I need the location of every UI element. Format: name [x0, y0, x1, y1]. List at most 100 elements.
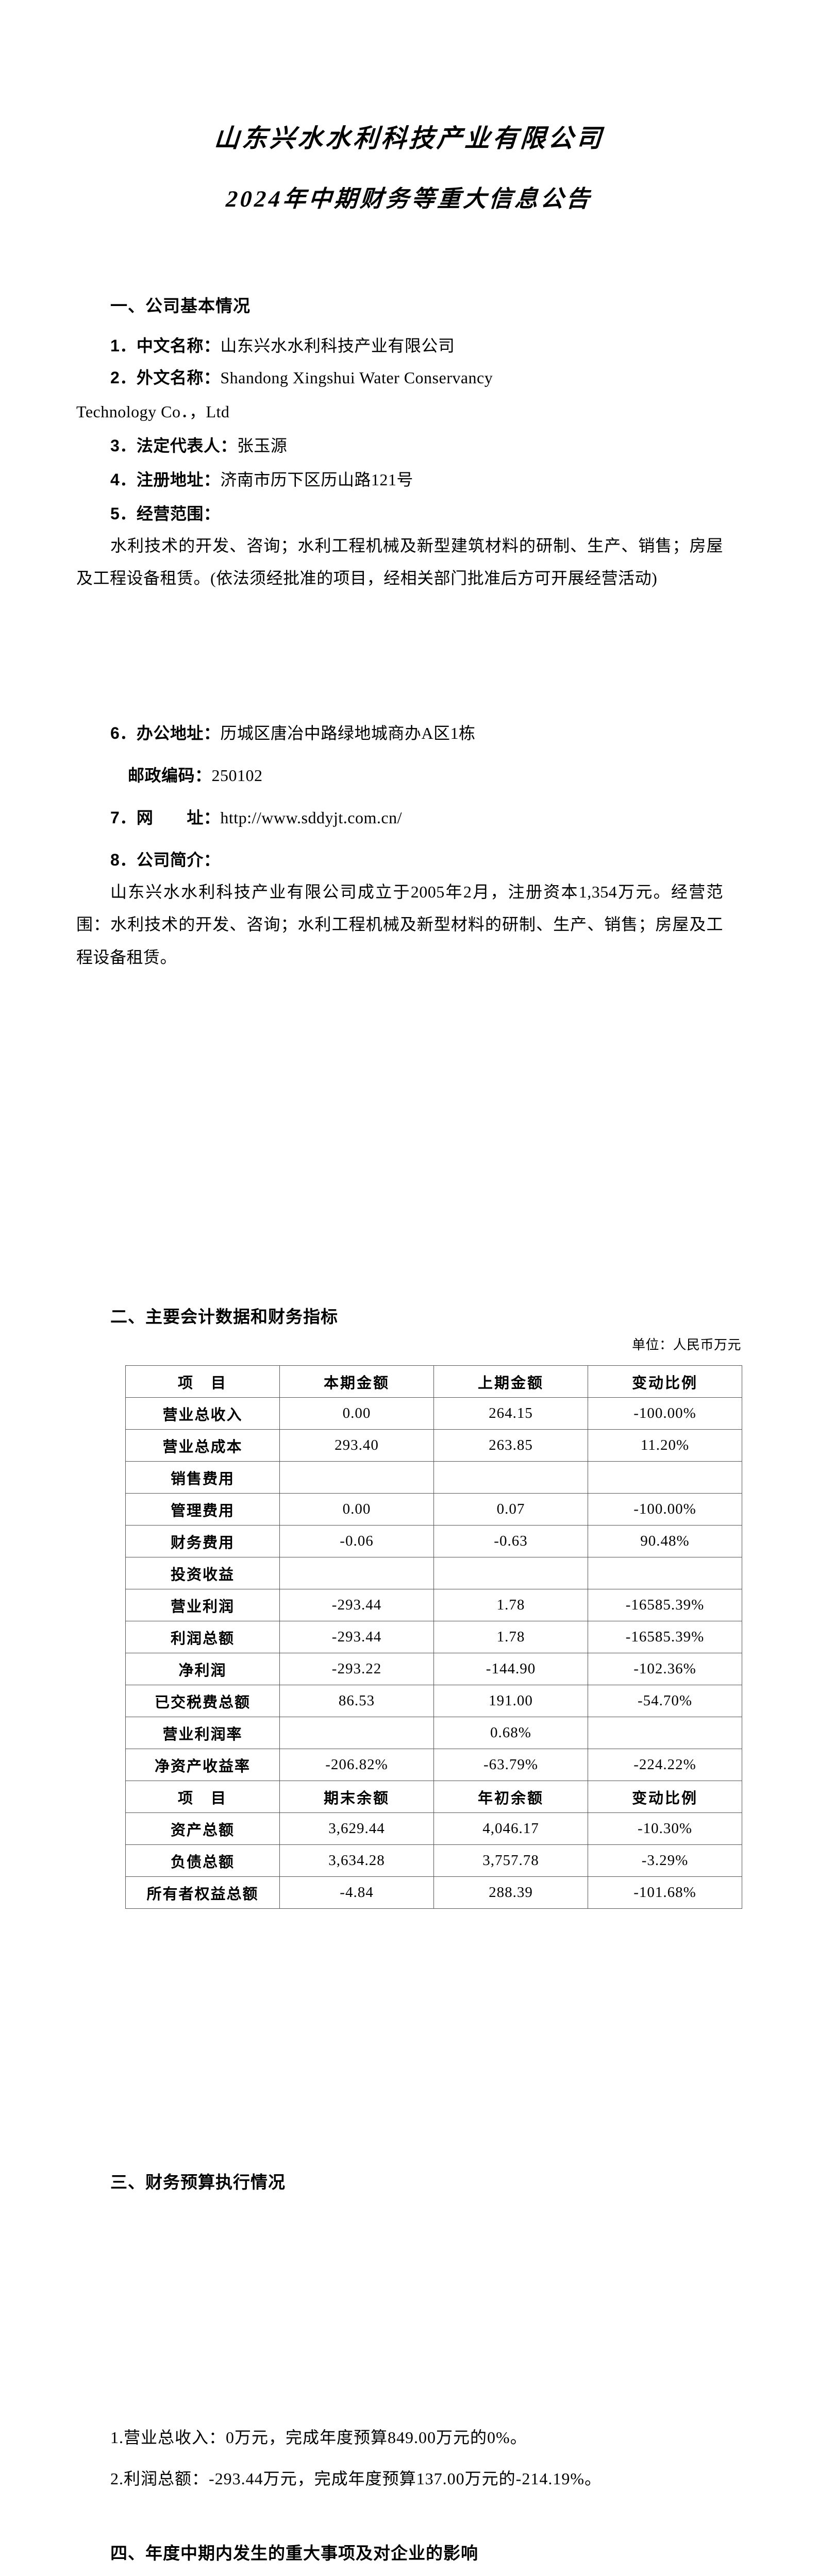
budget-item-2: 2.利润总额：-293.44万元，完成年度预算137.00万元的-214.19%…	[76, 2463, 723, 2495]
item-office-address: 6．办公地址：历城区唐冶中路绿地城商办A区1栋	[76, 717, 741, 749]
item-4-value: 济南市历下区历山路121号	[220, 470, 413, 489]
cell-change	[588, 1717, 742, 1749]
item-6-label: 办公地址：	[136, 724, 221, 742]
row-label: 营业总成本	[125, 1429, 280, 1462]
column-header: 期末余额	[279, 1781, 434, 1813]
item-3-value: 张玉源	[237, 436, 288, 455]
section-two-heading: 二、主要会计数据和财务指标	[110, 1307, 338, 1326]
cell-previous: -63.79%	[433, 1749, 588, 1781]
cell-current	[279, 1717, 434, 1749]
section-one: 一、公司基本情况	[76, 293, 741, 319]
cell-previous: 0.07	[433, 1493, 588, 1526]
company-profile-text: 山东兴水水利科技产业有限公司成立于2005年2月，注册资本1,354万元。经营范…	[76, 876, 723, 974]
row-label: 销售费用	[125, 1461, 280, 1494]
item-3-no: 3．	[110, 436, 137, 455]
item-8-label: 公司简介：	[136, 851, 221, 869]
budget-item-1: 1.营业总收入：0万元，完成年度预算849.00万元的0%。	[76, 2421, 723, 2453]
column-header: 项 目	[125, 1781, 280, 1813]
table-header-row: 项 目本期金额 上期金额 变动比例	[125, 1365, 742, 1398]
column-header: 项 目	[125, 1365, 280, 1398]
cell-current: -206.82%	[279, 1749, 434, 1781]
row-label: 利润总额	[125, 1621, 280, 1653]
column-header: 变动比例	[588, 1781, 742, 1813]
item-1-no: 1．	[110, 336, 137, 355]
row-label: 营业利润	[125, 1589, 280, 1621]
cell-current: 0.00	[279, 1397, 434, 1430]
item-5-label: 经营范围：	[136, 504, 221, 523]
table-row: 财务费用 -0.06 -0.63 90.48%	[125, 1525, 742, 1557]
title-block: 山东兴水水利科技产业有限公司 2024年中期财务等重大信息公告	[0, 122, 818, 215]
item-7-no: 7．	[110, 808, 137, 827]
section-four: 四、年度中期内发生的重大事项及对企业的影响	[76, 2540, 741, 2566]
cell-current: 86.53	[279, 1685, 434, 1717]
cell-previous: -0.63	[433, 1525, 588, 1557]
business-scope-paragraph: 水利技术的开发、咨询；水利工程机械及新型建筑材料的研制、生产、销售；房屋及工程设…	[76, 536, 723, 588]
business-scope-text: 水利技术的开发、咨询；水利工程机械及新型建筑材料的研制、生产、销售；房屋及工程设…	[76, 530, 723, 595]
row-label: 财务费用	[125, 1525, 280, 1557]
page-title: 山东兴水水利科技产业有限公司	[213, 124, 605, 152]
item-4-label: 注册地址：	[136, 470, 221, 489]
item-5-no: 5．	[110, 504, 137, 523]
table-row: 营业利润率 0.68%	[125, 1717, 742, 1749]
item-foreign-name: 2．外文名称：Shandong Xingshui Water Conservan…	[76, 362, 741, 394]
table-row: 销售费用	[125, 1461, 742, 1494]
section-four-content: 无	[76, 2574, 741, 2576]
table-unit-label: 单位：人民币万元	[631, 1337, 741, 1352]
cell-change: 90.48%	[588, 1525, 742, 1557]
table-row: 利润总额 -293.44 1.78 -16585.39%	[125, 1621, 742, 1653]
table-row: 已交税费总额 86.53 191.00 -54.70%	[125, 1685, 742, 1717]
table-row: 资产总额 3,629.44 4,046.17 -10.30%	[125, 1812, 742, 1845]
cell-previous: 263.85	[433, 1429, 588, 1462]
row-label: 营业总收入	[125, 1397, 280, 1430]
section-four-heading: 四、年度中期内发生的重大事项及对企业的影响	[110, 2544, 478, 2563]
cell-previous: 288.39	[433, 1876, 588, 1909]
row-label: 资产总额	[125, 1812, 280, 1845]
cell-previous: 191.00	[433, 1685, 588, 1717]
website-url[interactable]: http://www.sddyjt.com.cn/	[220, 808, 402, 827]
page-subtitle: 2024年中期财务等重大信息公告	[225, 186, 593, 212]
item-business-scope-label: 5．经营范围：	[76, 498, 741, 530]
cell-change: -100.00%	[588, 1397, 742, 1430]
item-legal-rep: 3．法定代表人：张玉源	[76, 430, 741, 462]
cell-change: -54.70%	[588, 1685, 742, 1717]
cell-previous	[433, 1461, 588, 1494]
row-label: 营业利润率	[125, 1717, 280, 1749]
item-2-value: Shandong Xingshui Water Conservancy	[220, 368, 493, 387]
row-label: 所有者权益总额	[125, 1876, 280, 1909]
item-1-label: 中文名称：	[136, 336, 221, 355]
cell-change	[588, 1461, 742, 1494]
item-3-label: 法定代表人：	[136, 436, 237, 455]
cell-current: -293.22	[279, 1653, 434, 1685]
cell-previous: 1.78	[433, 1589, 588, 1621]
item-2-value-line2: Technology Co．，Ltd	[76, 402, 230, 421]
row-label: 负债总额	[125, 1844, 280, 1877]
section-four-body: 无	[76, 2574, 741, 2576]
item-chinese-name: 1．中文名称：山东兴水水利科技产业有限公司	[76, 330, 741, 362]
item-6-no: 6．	[110, 724, 137, 742]
cell-current: 0.00	[279, 1493, 434, 1526]
budget-profit-line: 2.利润总额：-293.44万元，完成年度预算137.00万元的-214.19%…	[110, 2469, 602, 2488]
cell-previous	[433, 1557, 588, 1589]
section-one-heading: 一、公司基本情况	[110, 296, 251, 315]
section-three-heading: 三、财务预算执行情况	[110, 2173, 286, 2192]
table-row: 营业总收入 0.00 264.15 -100.00%	[125, 1397, 742, 1430]
item-4-no: 4．	[110, 470, 137, 489]
cell-change: -102.36%	[588, 1653, 742, 1685]
cell-change: -16585.39%	[588, 1621, 742, 1653]
cell-previous: -144.90	[433, 1653, 588, 1685]
column-header: 年初余额	[433, 1781, 588, 1813]
column-header: 上期金额	[433, 1365, 588, 1398]
table-row: 净利润 -293.22 -144.90 -102.36%	[125, 1653, 742, 1685]
table-row: 营业总成本 293.40 263.85 11.20%	[125, 1429, 742, 1462]
company-profile-paragraph: 山东兴水水利科技产业有限公司成立于2005年2月，注册资本1,354万元。经营范…	[76, 883, 723, 967]
table-row: 管理费用 0.00 0.07 -100.00%	[125, 1493, 742, 1526]
cell-current: 293.40	[279, 1429, 434, 1462]
cell-previous: 3,757.78	[433, 1844, 588, 1877]
financial-indicators-table: 项 目本期金额 上期金额 变动比例 营业总收入 0.00 264.15 -100.00% 营业…	[125, 1365, 742, 1909]
cell-change: -101.68%	[588, 1876, 742, 1909]
row-label: 投资收益	[125, 1557, 280, 1589]
cell-previous: 4,046.17	[433, 1812, 588, 1845]
cell-change: 11.20%	[588, 1429, 742, 1462]
row-label: 管理费用	[125, 1493, 280, 1526]
